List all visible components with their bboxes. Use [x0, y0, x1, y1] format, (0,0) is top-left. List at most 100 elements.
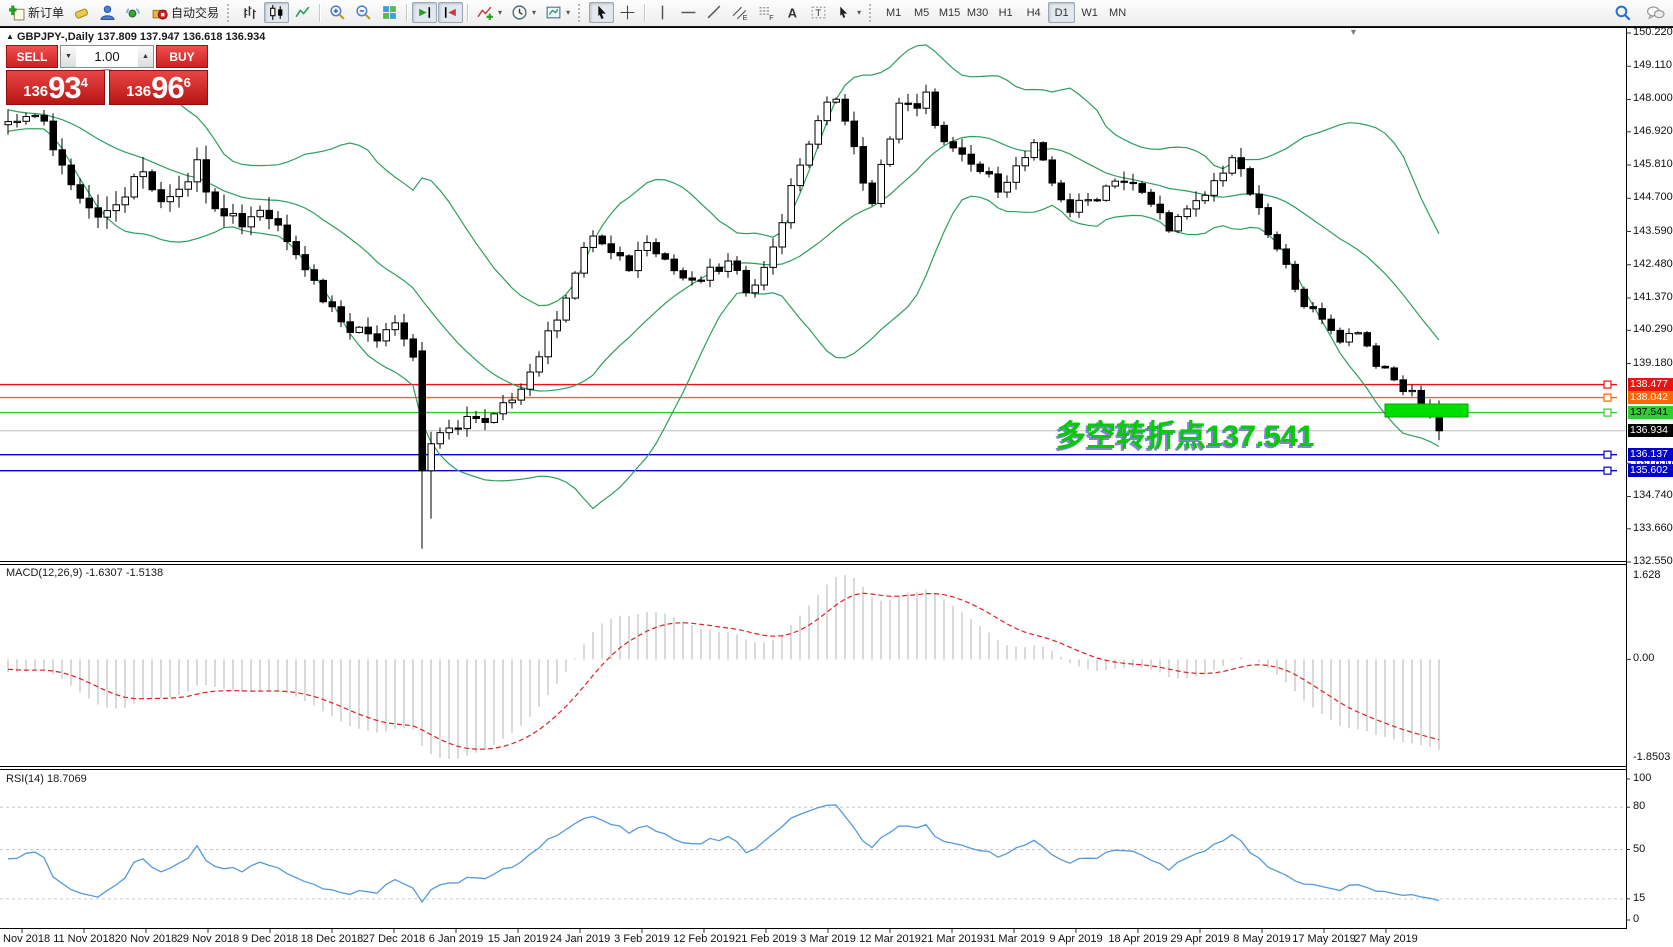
timeframe-m1[interactable]: M1 — [880, 2, 907, 23]
timeframe-m15[interactable]: M15 — [936, 2, 963, 23]
price-axis-tick: 142.480 — [1633, 257, 1673, 270]
trendline-tool-button[interactable] — [702, 2, 727, 23]
timeframe-h4[interactable]: H4 — [1020, 2, 1047, 23]
price-axis-tick: 133.660 — [1633, 521, 1673, 534]
toolbar-grip[interactable] — [869, 3, 875, 22]
volume-increase-button[interactable]: ▲ — [138, 46, 153, 67]
bar-chart-button[interactable] — [238, 2, 263, 23]
periods-button[interactable]: ▾ — [507, 2, 540, 23]
auto-scroll-button[interactable] — [412, 2, 438, 23]
buy-price-prefix: 136 — [126, 83, 152, 100]
date-axis-label: 24 Jan 2019 — [549, 933, 611, 945]
equidistant-channel-tool-button[interactable]: E — [728, 2, 753, 23]
date-axis-label: 21 Feb 2019 — [735, 933, 797, 945]
cursor-button[interactable] — [589, 2, 615, 23]
collapse-quote-panel-icon[interactable]: ▲ — [6, 32, 14, 41]
templates-button[interactable]: ▾ — [541, 2, 574, 23]
vertical-line-tool-button[interactable] — [650, 2, 675, 23]
signal-icon — [126, 8, 140, 18]
chevron-down-icon: ▾ — [857, 8, 862, 17]
date-axis-label: 21 Mar 2019 — [921, 933, 983, 945]
trendline-icon — [707, 5, 721, 19]
price-axis-tick: 139.180 — [1633, 356, 1673, 369]
toolbar-separator — [467, 3, 470, 22]
date-axis-label: 9 Dec 2018 — [241, 933, 299, 945]
crosshair-button[interactable] — [615, 2, 640, 23]
autotrading-label: 自动交易 — [171, 6, 220, 20]
new-order-button[interactable]: 新订单 — [4, 2, 68, 23]
text-label-tool-button[interactable]: T — [806, 2, 831, 23]
candlestick-chart-button[interactable] — [264, 2, 290, 23]
toolbar-separator — [406, 3, 409, 22]
chart-shift-marker-icon[interactable]: ▼ — [1349, 27, 1358, 37]
chart-shift-button[interactable] — [438, 2, 464, 23]
date-axis-label: 27 May 2019 — [1354, 933, 1418, 945]
sell-price-pip: 4 — [80, 75, 88, 90]
timeframe-h1[interactable]: H1 — [992, 2, 1019, 23]
toolbar-separator — [319, 3, 322, 22]
date-axis-label: 20 Nov 2018 — [114, 933, 178, 945]
toolbar-grip[interactable] — [578, 3, 584, 22]
volume-stepper: ▼ 1.00 ▲ — [60, 45, 154, 68]
symbol-title-line: ▲ GBPJPY-,Daily 137.809 137.947 136.618 … — [6, 31, 265, 43]
crosshair-icon — [620, 5, 635, 20]
price-line-label: 137.541 — [1628, 406, 1673, 420]
chart-shift-icon — [444, 7, 456, 18]
price-line-label: 138.477 — [1628, 378, 1673, 392]
text-tool-button[interactable]: A — [780, 2, 805, 23]
toolbar-grip[interactable] — [227, 3, 233, 22]
volume-decrease-button[interactable]: ▼ — [61, 46, 76, 67]
zoom-out-button[interactable] — [351, 2, 376, 23]
rsi-axis-tick: 50 — [1633, 842, 1646, 855]
text-icon: A — [788, 5, 797, 20]
date-axis-label: 29 Apr 2019 — [1170, 933, 1230, 945]
chat-button[interactable] — [1642, 2, 1669, 23]
line-chart-button[interactable] — [290, 2, 315, 23]
tile-windows-button[interactable] — [377, 2, 402, 23]
buy-button[interactable]: BUY — [156, 45, 208, 68]
arrows-tool-button[interactable]: ▾ — [832, 2, 865, 23]
symbol-title: GBPJPY-,Daily — [16, 31, 95, 43]
date-axis-label: 18 Dec 2018 — [300, 933, 364, 945]
timeframe-d1[interactable]: D1 — [1048, 2, 1076, 23]
volume-input[interactable]: 1.00 — [94, 49, 120, 64]
auto-scroll-icon — [419, 7, 431, 18]
profile-button[interactable] — [95, 2, 120, 23]
timeframe-mn[interactable]: MN — [1104, 2, 1131, 23]
search-button[interactable] — [1610, 2, 1636, 23]
price-axis-tick: 144.700 — [1633, 191, 1673, 204]
date-axis-label: 15 Jan 2019 — [487, 933, 549, 945]
buy-price-big: 96 — [151, 70, 184, 105]
timeframe-m30[interactable]: M30 — [964, 2, 991, 23]
indicators-button[interactable]: ▾ — [473, 2, 506, 23]
rsi-axis-tick: 15 — [1633, 891, 1646, 904]
candlestick-chart-icon — [270, 5, 283, 20]
horizontal-line-tool-button[interactable] — [676, 2, 701, 23]
price-axis-tick: 150.220 — [1633, 26, 1673, 38]
date-axis-label: 29 Nov 2018 — [176, 933, 240, 945]
date-axis-label: 3 Feb 2019 — [614, 933, 670, 945]
macd-axis-min: -1.8503 — [1633, 751, 1671, 763]
bar-chart-icon — [244, 6, 256, 19]
date-axis-label: 31 Mar 2019 — [983, 933, 1045, 945]
price-axis-tick: 145.810 — [1633, 158, 1673, 171]
sell-price-box[interactable]: 136 93 4 — [6, 70, 105, 105]
macd-axis-zero: 0.00 — [1633, 652, 1655, 665]
signal-button[interactable] — [121, 2, 146, 23]
horizontal-line-icon — [681, 11, 696, 14]
price-axis-tick: 132.550 — [1633, 555, 1673, 568]
autotrading-button[interactable]: 自动交易 — [147, 2, 223, 23]
zoom-in-button[interactable] — [325, 2, 350, 23]
eraser-button[interactable] — [69, 2, 94, 23]
fibonacci-tool-button[interactable]: F — [754, 2, 779, 23]
timeframe-m5[interactable]: M5 — [908, 2, 935, 23]
rsi-axis-tick: 0 — [1633, 913, 1640, 925]
bid-price-label: 136.934 — [1628, 424, 1673, 438]
new-order-icon — [9, 5, 25, 21]
sell-price-big: 93 — [48, 70, 81, 105]
buy-price-box[interactable]: 136 96 6 — [109, 70, 208, 105]
timeframe-w1[interactable]: W1 — [1076, 2, 1103, 23]
sell-button[interactable]: SELL — [6, 45, 58, 68]
